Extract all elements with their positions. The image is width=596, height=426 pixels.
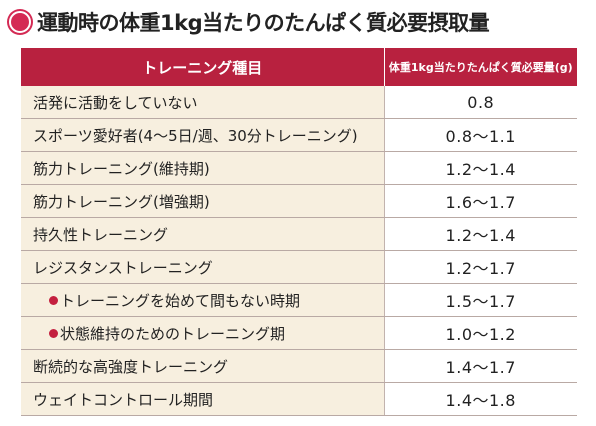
header-protein-amount: 体重1kg当たりたんぱく質必要量(g)	[384, 48, 577, 86]
training-type-cell: 筋力トレーニング(増強期)	[21, 184, 385, 218]
protein-amount-cell: 1.2〜1.4	[384, 151, 577, 185]
protein-amount-cell: 1.4〜1.8	[384, 382, 577, 416]
training-type-cell: ウェイトコントロール期間	[21, 382, 385, 416]
table-row: 持久性トレーニング 1.2〜1.4	[21, 217, 577, 251]
training-type-label: 活発に活動をしていない	[33, 93, 198, 112]
table-row: スポーツ愛好者(4〜5日/週、30分トレーニング) 0.8〜1.1	[21, 118, 577, 152]
protein-amount-cell: 1.2〜1.4	[384, 217, 577, 251]
training-type-label: 筋力トレーニング(増強期)	[33, 192, 210, 211]
training-type-label: 断続的な高強度トレーニング	[33, 357, 229, 376]
header-training-type: トレーニング種目	[21, 48, 385, 86]
protein-amount-cell: 0.8	[384, 86, 577, 119]
training-type-cell: レジスタンストレーニング	[21, 250, 385, 284]
protein-amount-cell: 1.4〜1.7	[384, 349, 577, 383]
table-row: 状態維持のためのトレーニング期 1.0〜1.2	[21, 316, 577, 350]
training-type-label: 状態維持のためのトレーニング期	[60, 324, 286, 343]
table-row: 断続的な高強度トレーニング 1.4〜1.7	[21, 349, 577, 383]
training-type-label: トレーニングを始めて間もない時期	[60, 291, 301, 310]
training-type-cell: トレーニングを始めて間もない時期	[21, 283, 385, 317]
training-type-label: スポーツ愛好者(4〜5日/週、30分トレーニング)	[33, 126, 358, 145]
training-type-cell: 断続的な高強度トレーニング	[21, 349, 385, 383]
protein-amount-cell: 1.5〜1.7	[384, 283, 577, 317]
protein-amount-cell: 1.0〜1.2	[384, 316, 577, 350]
red-bullet-icon	[49, 295, 58, 305]
table-body: 活発に活動をしていない 0.8 スポーツ愛好者(4〜5日/週、30分トレーニング) 0…	[21, 86, 577, 416]
page-title: 運動時の体重1kg当たりのたんぱく質必要摂取量	[6, 5, 490, 39]
training-type-label: 筋力トレーニング(維持期)	[33, 159, 210, 178]
table-row: トレーニングを始めて間もない時期 1.5〜1.7	[21, 283, 577, 317]
table-row: レジスタンストレーニング 1.2〜1.7	[21, 250, 577, 284]
protein-amount-cell: 1.6〜1.7	[384, 184, 577, 218]
table-row: 筋力トレーニング(維持期) 1.2〜1.4	[21, 151, 577, 185]
table-row: ウェイトコントロール期間 1.4〜1.8	[21, 382, 577, 416]
protein-amount-cell: 1.2〜1.7	[384, 250, 577, 284]
training-type-cell: 状態維持のためのトレーニング期	[21, 316, 385, 350]
training-type-cell: 活発に活動をしていない	[21, 86, 385, 119]
training-type-label: レジスタンストレーニング	[33, 258, 213, 277]
table-header-row: トレーニング種目 体重1kg当たりたんぱく質必要量(g)	[21, 48, 577, 86]
page-title-text: 運動時の体重1kg当たりのたんぱく質必要摂取量	[37, 11, 490, 35]
protein-amount-cell: 0.8〜1.1	[384, 118, 577, 152]
training-type-label: 持久性トレーニング	[33, 225, 169, 244]
table-row: 活発に活動をしていない 0.8	[21, 86, 577, 119]
training-type-cell: 筋力トレーニング(維持期)	[21, 151, 385, 185]
training-type-cell: スポーツ愛好者(4〜5日/週、30分トレーニング)	[21, 118, 385, 152]
training-type-label: ウェイトコントロール期間	[33, 390, 214, 409]
training-type-cell: 持久性トレーニング	[21, 217, 385, 251]
circle-marker-icon	[9, 11, 31, 33]
protein-requirement-table: トレーニング種目 体重1kg当たりたんぱく質必要量(g) 活発に活動をしていない…	[21, 48, 577, 416]
table-row: 筋力トレーニング(増強期) 1.6〜1.7	[21, 184, 577, 218]
red-bullet-icon	[49, 328, 58, 338]
